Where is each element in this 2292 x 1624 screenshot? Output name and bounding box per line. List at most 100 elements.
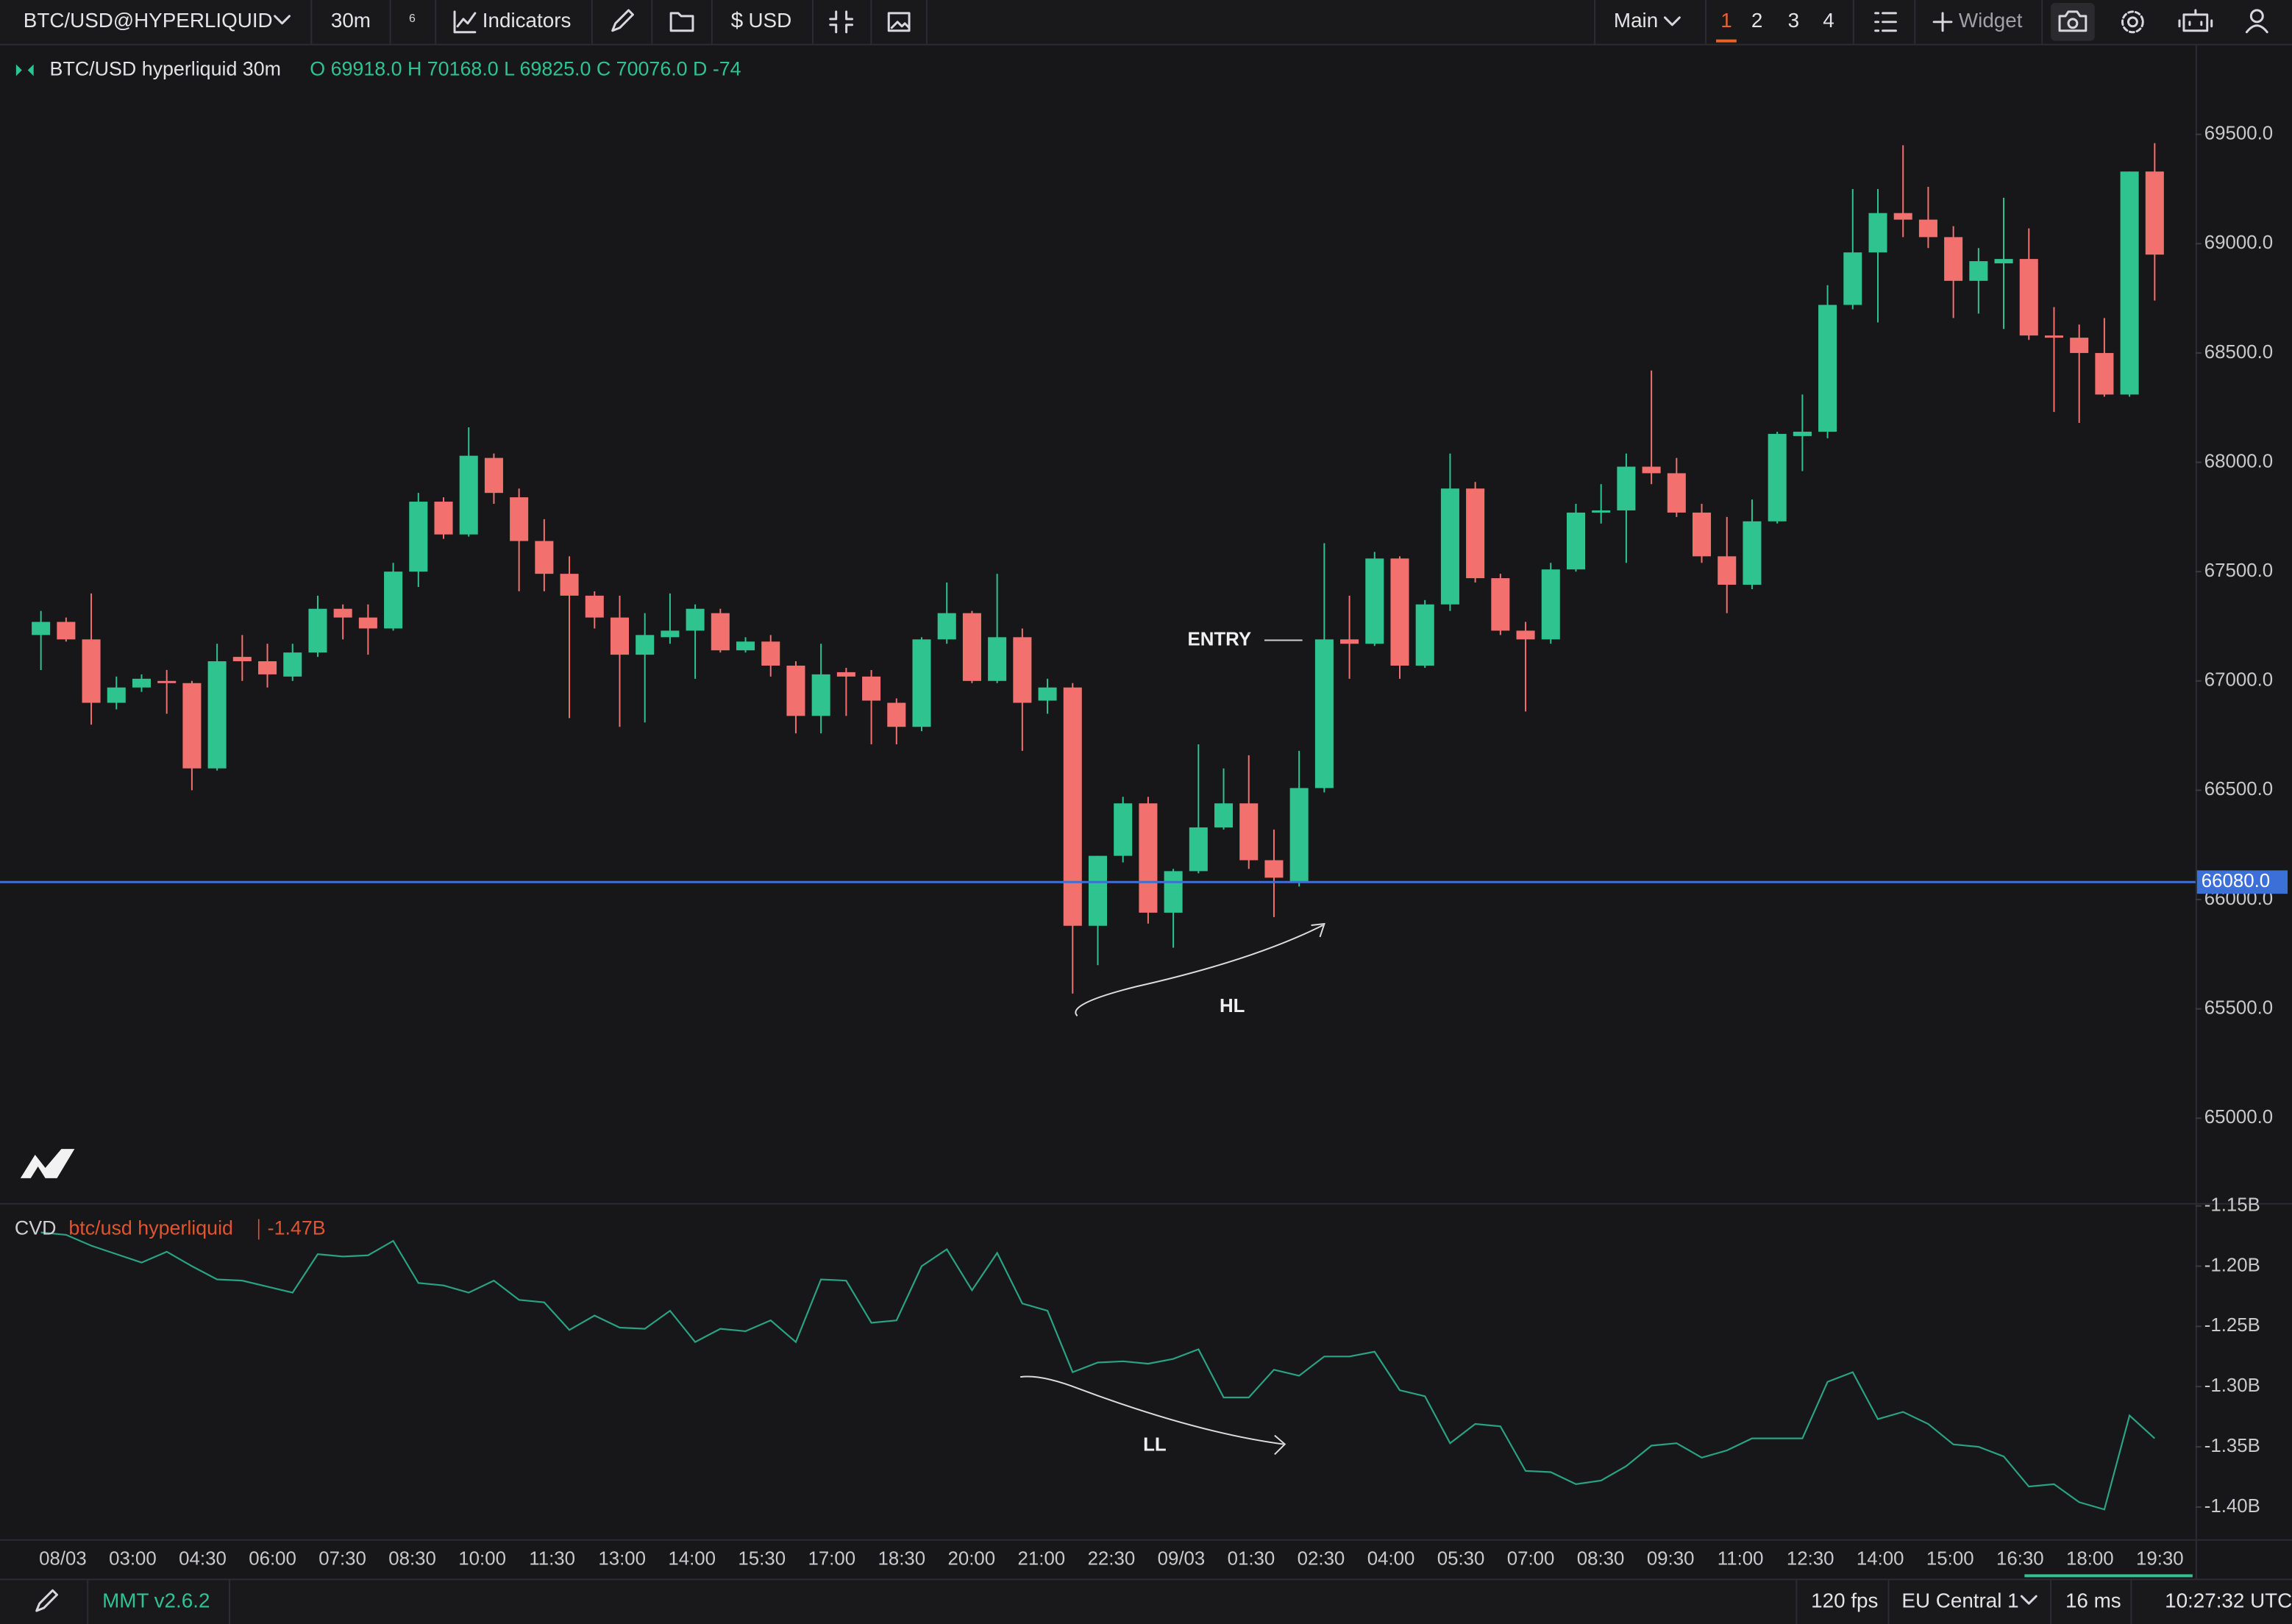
annotation-hl: HL bbox=[1220, 996, 1245, 1016]
candle-body bbox=[1239, 803, 1259, 861]
layout-tab[interactable]: 3 bbox=[1788, 9, 1799, 32]
timeframe[interactable]: 30m bbox=[331, 9, 371, 32]
chevron-icon bbox=[274, 15, 291, 25]
x-tick-label: 09/03 bbox=[1158, 1548, 1206, 1569]
candle-body bbox=[82, 639, 101, 703]
status-bar bbox=[0, 1580, 2292, 1624]
candle-body bbox=[510, 497, 529, 541]
x-tick-label: 17:00 bbox=[808, 1548, 855, 1569]
candle-body bbox=[1642, 466, 1661, 474]
candle-body bbox=[761, 641, 780, 666]
y-tick-label: 67000.0 bbox=[2204, 670, 2273, 691]
x-tick-label: 13:00 bbox=[598, 1548, 646, 1569]
candle-body bbox=[434, 502, 453, 535]
x-tick-label: 16:30 bbox=[1996, 1548, 2044, 1569]
candle-body bbox=[1415, 604, 1434, 666]
hl-arrow bbox=[1075, 922, 1325, 1016]
currency-button[interactable]: USD bbox=[748, 9, 791, 32]
candle-body bbox=[636, 635, 655, 655]
candle-body bbox=[988, 637, 1007, 681]
candle-body bbox=[661, 630, 680, 638]
indicators-button[interactable]: Indicators bbox=[483, 9, 572, 32]
candle-body bbox=[1289, 788, 1309, 883]
candle-body bbox=[1566, 512, 1585, 570]
candle-body bbox=[207, 661, 227, 769]
candle-body bbox=[686, 608, 705, 631]
candle-body bbox=[1063, 687, 1082, 926]
x-tick-label: 18:00 bbox=[2066, 1548, 2114, 1569]
candle-body bbox=[1667, 473, 1686, 513]
compress-button[interactable] bbox=[829, 10, 854, 34]
bot-button[interactable] bbox=[2178, 9, 2213, 32]
x-tick-label: 05:30 bbox=[1437, 1548, 1485, 1569]
x-tick-label: 15:30 bbox=[738, 1548, 786, 1569]
latency: 16 ms bbox=[2065, 1589, 2121, 1612]
badge: 6 bbox=[409, 13, 416, 25]
candle-body bbox=[333, 608, 352, 618]
x-tick-label: 12:30 bbox=[1787, 1548, 1834, 1569]
snapshot-button[interactable] bbox=[887, 12, 911, 32]
candle-body bbox=[1390, 558, 1409, 666]
y-tick-label: 68000.0 bbox=[2204, 451, 2273, 471]
chevron-icon bbox=[2020, 1595, 2037, 1605]
legend-symbol: BTC/USD hyperliquid 30m bbox=[50, 57, 281, 79]
user-button[interactable] bbox=[2249, 9, 2264, 24]
app-version: MMT v2.6.2 bbox=[102, 1589, 210, 1612]
layout-tab[interactable]: 4 bbox=[1823, 9, 1834, 32]
progress-indicator bbox=[2024, 1574, 2193, 1578]
candle-body bbox=[786, 665, 805, 716]
candle-body bbox=[1541, 569, 1560, 640]
candle-body bbox=[535, 541, 554, 574]
candle-body bbox=[1466, 488, 1485, 579]
widget-button[interactable]: Widget bbox=[1959, 9, 2023, 32]
list-button[interactable] bbox=[1874, 12, 1897, 32]
x-tick-label: 11:30 bbox=[529, 1548, 575, 1569]
x-tick-label: 02:30 bbox=[1298, 1548, 1345, 1569]
camera-lens bbox=[2067, 18, 2079, 29]
ll-arrow bbox=[1019, 1375, 1286, 1456]
candle-body bbox=[1793, 431, 1812, 436]
layout-tab[interactable]: 1 bbox=[1720, 9, 1732, 32]
layout-tab[interactable]: 2 bbox=[1751, 9, 1762, 32]
candle-body bbox=[736, 641, 755, 651]
settings-gear bbox=[2121, 10, 2144, 34]
layout-selector[interactable]: Main bbox=[1614, 9, 1658, 32]
plus-icon bbox=[1932, 12, 1953, 32]
candle-body bbox=[560, 574, 579, 596]
active-tab-underline bbox=[1716, 39, 1737, 43]
symbol-selector[interactable]: BTC/USD@HYPERLIQUID bbox=[24, 9, 273, 32]
folder-button[interactable] bbox=[669, 12, 694, 32]
settings-button[interactable] bbox=[2126, 16, 2138, 28]
candle-body bbox=[1340, 639, 1359, 644]
candle-body bbox=[484, 457, 503, 494]
edit-button[interactable] bbox=[35, 1589, 58, 1612]
candle-body bbox=[2095, 352, 2114, 395]
candle-body bbox=[1944, 237, 1963, 281]
x-tick-label: 01:30 bbox=[1228, 1548, 1275, 1569]
candle-body bbox=[308, 608, 327, 653]
x-tick-label: 14:00 bbox=[668, 1548, 716, 1569]
region-selector[interactable]: EU Central 1 bbox=[1901, 1589, 2018, 1612]
candle-body bbox=[912, 639, 931, 727]
y-tick-label: 67500.0 bbox=[2204, 560, 2273, 581]
candle-body bbox=[1139, 803, 1158, 913]
y-tick-label: 65500.0 bbox=[2204, 998, 2273, 1019]
currency-symbol: $ bbox=[731, 9, 744, 33]
candle-body bbox=[1013, 637, 1032, 703]
y-tick-label: -1.30B bbox=[2204, 1375, 2260, 1396]
toolbar bbox=[0, 0, 2292, 44]
camera-button[interactable] bbox=[2058, 10, 2088, 32]
draw-tool-button[interactable] bbox=[611, 9, 634, 32]
candle-body bbox=[937, 613, 956, 640]
x-tick-label: 19:30 bbox=[2136, 1548, 2184, 1569]
legend-icon bbox=[15, 64, 34, 76]
candle-body bbox=[459, 455, 478, 535]
candle-body bbox=[2019, 259, 2038, 336]
candle-body bbox=[1164, 871, 1183, 913]
candle-body bbox=[2070, 338, 2089, 353]
chevron-icon bbox=[1663, 16, 1681, 26]
x-tick-label: 08:30 bbox=[388, 1548, 436, 1569]
